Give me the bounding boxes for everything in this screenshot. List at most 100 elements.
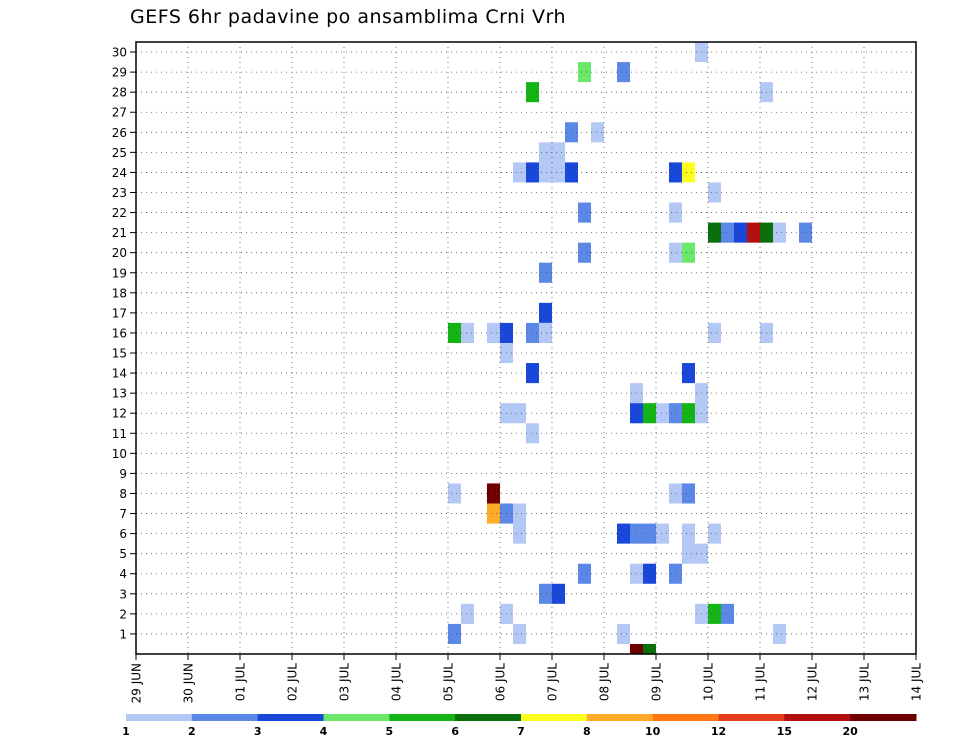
colorbar-label: 7	[517, 725, 525, 738]
heatmap-cell	[734, 222, 747, 243]
x-tick-label: 03 JUL	[338, 663, 352, 701]
heatmap-cell	[617, 623, 630, 644]
colorbar-label: 1	[122, 725, 130, 738]
x-tick-label: 02 JUL	[286, 663, 300, 701]
heatmap-cell	[708, 182, 721, 203]
heatmap-cell	[669, 202, 682, 223]
x-tick-label: 11 JUL	[754, 663, 768, 701]
heatmap-cell	[578, 62, 591, 83]
y-tick-label: 7	[119, 507, 127, 521]
colorbar-label: 15	[777, 725, 792, 738]
heatmap-cell	[682, 162, 695, 183]
heatmap-cell	[721, 222, 734, 243]
colorbar-label: 8	[583, 725, 591, 738]
y-tick-label: 25	[112, 146, 127, 160]
heatmap-cell	[539, 322, 552, 343]
heatmap-cell	[773, 623, 786, 644]
heatmap-cell	[708, 222, 721, 243]
axes: 1234567891011121314151617181920212223242…	[112, 46, 924, 704]
y-tick-label: 13	[112, 387, 127, 401]
colorbar-label: 5	[386, 725, 394, 738]
heatmap-cell	[669, 242, 682, 263]
heatmap-cell	[669, 162, 682, 183]
heatmap-cell	[708, 322, 721, 343]
heatmap-cell	[448, 623, 461, 644]
x-tick-label: 09 JUL	[650, 663, 664, 701]
heatmap-cell	[578, 242, 591, 263]
colorbar-segment	[257, 714, 324, 721]
y-tick-label: 2	[119, 607, 127, 621]
colorbar-segment	[323, 714, 390, 721]
y-tick-label: 22	[112, 206, 127, 220]
heatmap-cell	[448, 483, 461, 504]
colorbar-label: 20	[843, 725, 859, 738]
heatmap-cell	[552, 142, 565, 163]
colorbar-segment	[455, 714, 522, 721]
heatmap-cell	[617, 62, 630, 83]
x-tick-label: 29 JUN	[130, 663, 144, 703]
x-tick-label: 13 JUL	[858, 663, 872, 701]
heatmap-cell	[487, 503, 500, 524]
y-tick-label: 24	[112, 166, 127, 180]
heatmap-cell	[643, 523, 656, 544]
x-tick-label: 30 JUN	[182, 663, 196, 703]
heatmap-cell	[747, 222, 760, 243]
heatmap-cell	[552, 162, 565, 183]
y-tick-label: 26	[112, 126, 127, 140]
heatmap-cell	[539, 262, 552, 283]
x-tick-label: 10 JUL	[702, 663, 716, 701]
plot-frame	[135, 41, 917, 655]
heatmap-cell	[643, 403, 656, 424]
y-tick-label: 30	[112, 46, 127, 60]
heatmap-cell	[682, 483, 695, 504]
colorbar: 1 2 3 4 5 6 7 8 10 12 15 20	[122, 714, 917, 738]
heatmap-cell	[578, 563, 591, 584]
colorbar-segment	[652, 714, 719, 721]
x-tick-label: 04 JUL	[390, 663, 404, 701]
heatmap-cell	[513, 623, 526, 644]
x-tick-label: 06 JUL	[494, 663, 508, 701]
heatmap-cell	[539, 583, 552, 604]
colorbar-label: 6	[451, 725, 459, 738]
y-tick-label: 5	[119, 547, 127, 561]
heatmap-cell	[669, 483, 682, 504]
colorbar-label: 4	[320, 725, 328, 738]
heatmap-cell	[539, 302, 552, 323]
y-tick-label: 16	[112, 326, 127, 340]
y-tick-label: 14	[112, 367, 127, 381]
heatmap-cell	[513, 523, 526, 544]
y-tick-label: 28	[112, 86, 127, 100]
heatmap-cell	[643, 563, 656, 584]
y-tick-label: 18	[112, 286, 127, 300]
y-tick-label: 19	[112, 266, 127, 280]
heatmap-cell	[578, 202, 591, 223]
heatmap-cell	[630, 643, 643, 654]
y-tick-label: 11	[112, 427, 127, 441]
heatmap-cell	[682, 523, 695, 544]
heatmap-cell	[552, 583, 565, 604]
heatmap-cell	[656, 403, 669, 424]
y-tick-label: 20	[112, 246, 127, 260]
chart-title: GEFS 6hr padavine po ansamblima Crni Vrh	[130, 6, 566, 28]
heatmap-cell	[526, 423, 539, 444]
heatmap-cell	[539, 162, 552, 183]
colorbar-segment	[521, 714, 588, 721]
x-tick-label: 05 JUL	[442, 663, 456, 701]
y-tick-label: 10	[112, 447, 127, 461]
heatmap-cell	[773, 222, 786, 243]
y-tick-label: 3	[119, 587, 127, 601]
y-tick-label: 29	[112, 66, 127, 80]
heatmap-cell	[799, 222, 812, 243]
heatmap-cell	[721, 603, 734, 624]
y-tick-label: 9	[119, 467, 127, 481]
x-tick-label: 08 JUL	[598, 663, 612, 701]
colorbar-segment	[784, 714, 851, 721]
heatmap-cell	[526, 82, 539, 103]
y-tick-label: 17	[112, 306, 127, 320]
y-tick-label: 1	[119, 627, 127, 641]
heatmap-cell	[682, 543, 695, 564]
heatmap-cell	[487, 322, 500, 343]
heatmap-cell	[513, 162, 526, 183]
heatmap-cell	[513, 503, 526, 524]
